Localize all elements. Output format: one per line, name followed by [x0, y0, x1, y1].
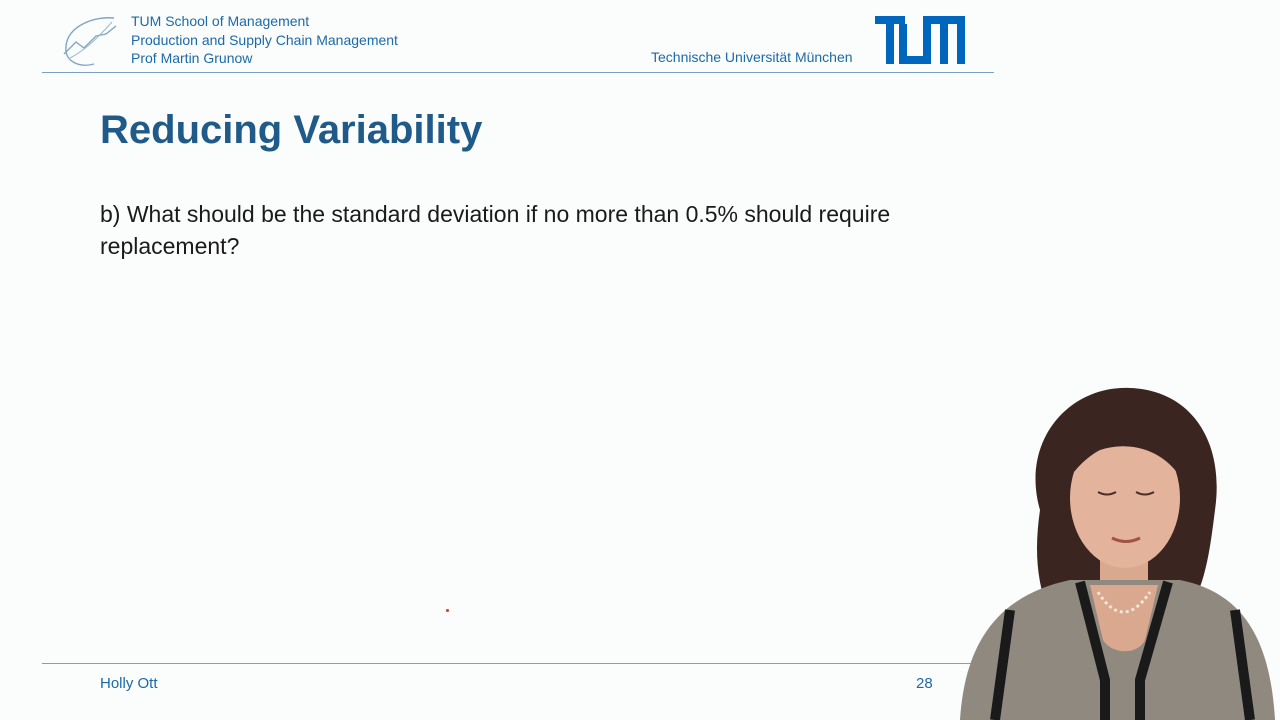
university-name: Technische Universität München	[651, 49, 853, 65]
header-divider	[42, 72, 994, 73]
affiliation-block: TUM School of Management Production and …	[131, 12, 398, 68]
chair-curve-logo-icon	[63, 17, 117, 66]
laser-pointer-dot	[446, 609, 449, 612]
tum-logo-icon	[875, 16, 965, 64]
professor-name: Prof Martin Grunow	[131, 50, 253, 67]
school-name: TUM School of Management	[131, 13, 310, 29]
footer-divider	[42, 663, 994, 664]
presenter-name: Holly Ott	[100, 675, 158, 692]
slide-title: Reducing Variability	[100, 108, 483, 152]
question-text: b) What should be the standard deviation…	[100, 201, 891, 259]
department-name: Production and Supply Chain Management	[131, 31, 398, 48]
page-number: 28	[916, 675, 933, 692]
speaker-video-overlay	[960, 387, 1275, 720]
